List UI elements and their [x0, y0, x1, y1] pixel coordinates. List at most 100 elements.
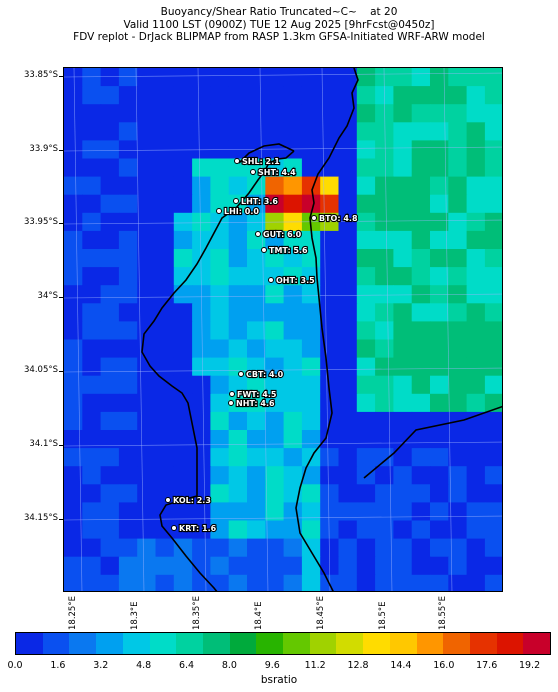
- bsratio-cell: [393, 194, 413, 214]
- bsratio-cell: [118, 466, 138, 485]
- bsratio-cell: [283, 230, 303, 250]
- bsratio-cell: [393, 339, 413, 359]
- bsratio-cell: [265, 502, 285, 522]
- coastline-west: [141, 150, 295, 591]
- bsratio-cell: [356, 267, 376, 286]
- bsratio-cell: [137, 230, 157, 250]
- colorbar-segment: [283, 633, 310, 654]
- bsratio-cell: [265, 86, 285, 105]
- bsratio-cell: [265, 484, 285, 503]
- bsratio-cell: [430, 212, 449, 232]
- bsratio-cell: [448, 375, 468, 395]
- bsratio-cell: [137, 249, 157, 268]
- bsratio-cell: [411, 502, 431, 522]
- bsratio-cell: [173, 375, 193, 395]
- bsratio-cell: [411, 520, 431, 540]
- station-marker: NHT: 4.6: [228, 398, 276, 409]
- lon-tick-label: 18.5°E: [378, 601, 388, 630]
- bsratio-cell: [356, 357, 376, 377]
- bsratio-cell: [64, 285, 83, 304]
- bsratio-cell: [118, 556, 138, 576]
- colorbar-tick-label: 8.0: [221, 660, 237, 671]
- bsratio-cell: [466, 104, 486, 123]
- bsratio-cell: [484, 357, 502, 377]
- bsratio-cell: [137, 430, 157, 449]
- bsratio-cell: [155, 158, 175, 178]
- bsratio-cell: [283, 194, 303, 214]
- bsratio-cell: [192, 212, 211, 232]
- bsratio-cell: [64, 140, 83, 160]
- bsratio-cell: [283, 321, 303, 341]
- bsratio-cell: [430, 520, 449, 540]
- bsratio-cell: [393, 285, 413, 304]
- bsratio-cell: [100, 86, 120, 105]
- bsratio-cell: [411, 574, 431, 591]
- bsratio-cell: [118, 86, 138, 105]
- bsratio-cell: [466, 230, 486, 250]
- bsratio-cell: [137, 194, 157, 214]
- bsratio-cell: [411, 448, 431, 467]
- bsratio-cell: [375, 267, 394, 286]
- bsratio-cell: [393, 86, 413, 105]
- bsratio-cell: [320, 122, 340, 141]
- bsratio-cell: [100, 230, 120, 250]
- bsratio-cell: [247, 303, 266, 322]
- colorbar-tick-label: 9.6: [264, 660, 280, 671]
- bsratio-cell: [247, 448, 266, 467]
- bsratio-cell: [118, 357, 138, 377]
- bsratio-cell: [448, 68, 468, 87]
- bsratio-cell: [173, 285, 193, 304]
- bsratio-cell: [430, 194, 449, 214]
- bsratio-cell: [155, 104, 175, 123]
- bsratio-cell: [82, 303, 102, 322]
- bsratio-cell: [192, 538, 211, 558]
- station-marker: TMT: 5.6: [261, 245, 309, 256]
- bsratio-cell: [448, 176, 468, 196]
- bsratio-cell: [356, 176, 376, 196]
- bsratio-cell: [173, 104, 193, 123]
- bsratio-cell: [100, 375, 120, 395]
- bsratio-cell: [393, 574, 413, 591]
- bsratio-cell: [155, 448, 175, 467]
- bsratio-cell: [466, 484, 486, 503]
- bsratio-cell: [137, 104, 157, 123]
- meridian-line: [321, 68, 331, 591]
- bsratio-cell: [118, 176, 138, 196]
- lat-tick-mark: [59, 519, 63, 520]
- colorbar-segment: [416, 633, 444, 654]
- station-marker: KRT: 1.6: [171, 523, 218, 534]
- bsratio-cell: [393, 230, 413, 250]
- bsratio-cell: [173, 86, 193, 105]
- station-dot: [229, 391, 235, 397]
- bsratio-cell: [210, 502, 230, 522]
- bsratio-cell: [356, 556, 376, 576]
- bsratio-cell: [448, 194, 468, 214]
- bsratio-cell: [228, 140, 248, 160]
- bsratio-cell: [430, 357, 449, 377]
- colorbar-tick-label: 16.0: [433, 660, 455, 671]
- bsratio-cell: [338, 484, 358, 503]
- bsratio-cell: [210, 249, 230, 268]
- bsratio-cell: [338, 122, 358, 141]
- bsratio-cell: [430, 303, 449, 322]
- bsratio-cell: [411, 321, 431, 341]
- bsratio-cell: [301, 176, 321, 196]
- bsratio-cell: [137, 466, 157, 485]
- bsratio-cell: [192, 411, 211, 431]
- bsratio-cell: [173, 556, 193, 576]
- bsratio-cell: [228, 411, 248, 431]
- bsratio-cell: [356, 339, 376, 359]
- bsratio-cell: [430, 466, 449, 485]
- bsratio-cell: [82, 466, 102, 485]
- bsratio-cell: [301, 466, 321, 485]
- bsratio-cell: [265, 194, 285, 214]
- bsratio-cell: [82, 158, 102, 178]
- bsratio-cell: [64, 303, 83, 322]
- bsratio-cell: [100, 140, 120, 160]
- meridian-line: [443, 68, 453, 591]
- bsratio-cell: [283, 430, 303, 449]
- bsratio-cell: [338, 68, 358, 87]
- lat-tick-label: 34.15°S: [24, 513, 58, 523]
- coastline-east: [295, 68, 359, 591]
